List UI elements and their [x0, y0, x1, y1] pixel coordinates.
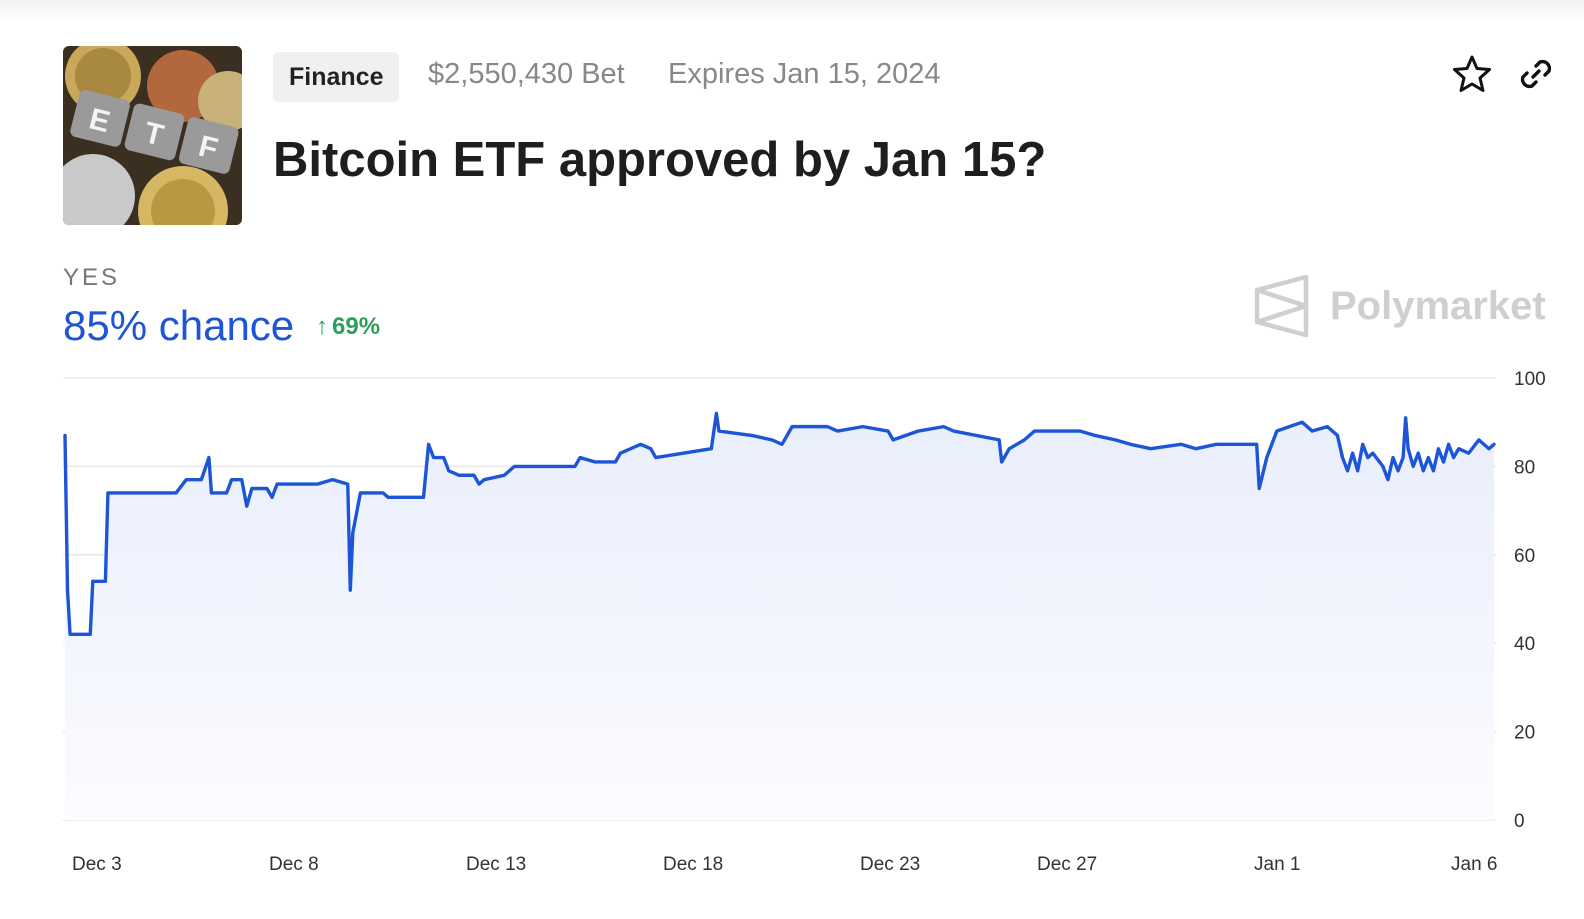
x-tick-label: Dec 18: [663, 854, 723, 875]
x-tick-label: Jan 6: [1451, 854, 1497, 875]
arrow-up-icon: ↑: [316, 313, 328, 340]
x-tick-label: Dec 3: [72, 854, 122, 875]
chance-value: 85% chance: [63, 302, 295, 349]
y-tick-label: 100: [1514, 369, 1546, 390]
change-value: 69%: [332, 313, 381, 340]
price-line: [63, 411, 1496, 637]
star-icon[interactable]: [1452, 54, 1492, 94]
top-shadow: [0, 0, 1584, 22]
y-tick-label: 0: [1514, 811, 1525, 832]
x-tick-label: Dec 27: [1037, 854, 1097, 875]
outcome-label: YES: [63, 264, 121, 291]
category-tag[interactable]: Finance: [273, 52, 400, 102]
brand-name: Polymarket: [1330, 283, 1546, 328]
y-tick-label: 20: [1514, 723, 1535, 744]
y-tick-label: 80: [1514, 457, 1535, 478]
link-icon[interactable]: [1516, 54, 1556, 94]
expiry-text: Expires Jan 15, 2024: [668, 58, 941, 90]
brand-watermark: Polymarket: [1254, 274, 1546, 338]
area-fill: [65, 413, 1494, 820]
x-tick-label: Dec 23: [860, 854, 920, 875]
market-title: Bitcoin ETF approved by Jan 15?: [273, 133, 1047, 187]
polymarket-logo-icon: [1254, 274, 1309, 338]
y-tick-label: 60: [1514, 546, 1535, 567]
x-tick-label: Dec 8: [269, 854, 319, 875]
x-tick-label: Dec 13: [466, 854, 526, 875]
y-tick-label: 40: [1514, 634, 1535, 655]
market-thumbnail: E T F: [63, 46, 242, 225]
x-tick-label: Jan 1: [1254, 854, 1300, 875]
change-badge: ↑ 69%: [316, 313, 380, 341]
volume-text: $2,550,430 Bet: [428, 58, 625, 90]
